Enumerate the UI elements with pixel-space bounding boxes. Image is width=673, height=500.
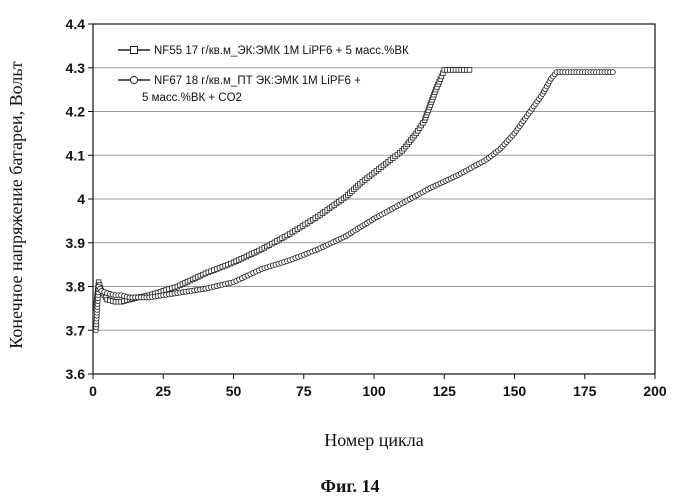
series-layer xyxy=(93,68,615,333)
legend-marker-square xyxy=(131,47,138,54)
legend-marker-circle xyxy=(130,76,137,83)
y-tick-label: 3.6 xyxy=(66,366,86,382)
y-tick-label: 4 xyxy=(77,191,85,207)
x-axis-title: Номер цикла xyxy=(324,430,424,450)
y-tick-label: 4.4 xyxy=(66,16,86,32)
series-1 xyxy=(94,68,472,311)
x-tick-label: 25 xyxy=(155,383,171,399)
x-tick-label: 175 xyxy=(573,383,597,399)
legend-label-1: NF55 17 г/кв.м_ЭК:ЭМК 1М LiPF6 + 5 масс.… xyxy=(154,45,409,57)
y-axis-ticks: 3.6 3.7 3.8 3.9 4 4.1 4.2 4.3 4.4 xyxy=(66,16,93,382)
y-tick-label: 3.9 xyxy=(66,235,86,251)
x-tick-label: 75 xyxy=(296,383,312,399)
y-tick-label: 3.8 xyxy=(66,279,86,295)
legend-label-2-line-1: NF67 18 г/кв.м_ПТ ЭК:ЭМК 1М LiPF6 + xyxy=(154,75,361,87)
x-axis-ticks: 0 25 50 75 100 125 150 175 200 xyxy=(89,374,667,399)
x-tick-label: 125 xyxy=(433,383,457,399)
y-axis-title: Конечное напряжение батареи, Вольт xyxy=(6,61,26,349)
legend-entry-1: NF55 17 г/кв.м_ЭК:ЭМК 1М LiPF6 + 5 масс.… xyxy=(118,45,409,57)
series-line-1 xyxy=(96,70,470,308)
series-1-point xyxy=(467,68,472,73)
y-tick-label: 4.2 xyxy=(66,104,86,120)
y-tick-label: 4.3 xyxy=(66,60,86,76)
series-2-point xyxy=(610,70,615,75)
chart-figure: 3.6 3.7 3.8 3.9 4 4.1 4.2 4.3 4.4 0 25 50 75 100 125 1… xyxy=(0,0,673,500)
x-tick-label: 200 xyxy=(643,383,667,399)
legend: NF55 17 г/кв.м_ЭК:ЭМК 1М LiPF6 + 5 масс.… xyxy=(118,45,409,104)
y-tick-label: 3.7 xyxy=(66,322,86,338)
legend-label-2-line-2: 5 масс.%ВК + CO2 xyxy=(142,92,242,104)
legend-entry-2: NF67 18 г/кв.м_ПТ ЭК:ЭМК 1М LiPF6 + 5 ма… xyxy=(118,75,361,104)
figure-caption: Фиг. 14 xyxy=(321,476,380,496)
x-tick-label: 0 xyxy=(89,383,97,399)
y-tick-label: 4.1 xyxy=(66,147,86,163)
x-tick-label: 150 xyxy=(503,383,527,399)
series-2 xyxy=(93,70,615,333)
x-tick-label: 100 xyxy=(362,383,386,399)
x-tick-label: 50 xyxy=(226,383,242,399)
